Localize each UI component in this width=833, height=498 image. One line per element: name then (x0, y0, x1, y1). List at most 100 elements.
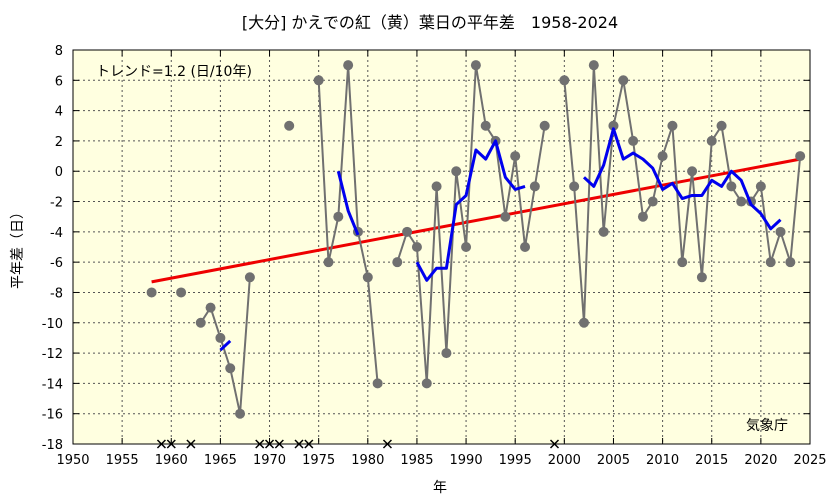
annual-point (392, 257, 403, 268)
moving-average-line (336, 170, 360, 236)
x-axis: 1950 1955 1960 1965 1970 1975 1980 1985 1990 1995… (56, 50, 827, 468)
x-tick-label: 1965 (204, 453, 237, 468)
y-tick-label: -14 (42, 377, 63, 392)
x-tick-label: 2005 (597, 453, 630, 468)
annual-point (235, 408, 246, 419)
y-axis-label: 平年差（日） (10, 205, 26, 289)
annual-point (500, 211, 511, 222)
moving-average-series (219, 127, 782, 352)
annual-point (176, 287, 187, 298)
annual-point (529, 181, 540, 192)
annual-point (785, 257, 796, 268)
annual-point (244, 272, 255, 283)
y-tick-label: 2 (55, 135, 63, 150)
y-tick-label: -18 (42, 438, 63, 453)
annual-point (637, 211, 648, 222)
annual-point (726, 181, 737, 192)
annual-point (569, 181, 580, 192)
annual-point (608, 120, 619, 131)
y-tick-label: -4 (50, 226, 63, 241)
annual-point (146, 287, 157, 298)
annual-point (333, 211, 344, 222)
annual-point (431, 181, 442, 192)
annual-point (578, 317, 589, 328)
y-tick-label: -16 (42, 408, 63, 423)
annual-point (677, 257, 688, 268)
annual-point (441, 348, 452, 359)
annual-point (696, 272, 707, 283)
y-tick-label: 8 (55, 44, 63, 59)
annual-point (323, 257, 334, 268)
moving-average-line (415, 139, 526, 282)
annual-point (313, 75, 324, 86)
annual-point (461, 242, 472, 252)
annual-point (775, 226, 786, 237)
y-tick-label: -8 (50, 286, 63, 301)
x-tick-label: 1950 (56, 453, 89, 468)
annual-point (362, 272, 373, 283)
credit-label: 気象庁 (746, 418, 788, 434)
plot-area (73, 50, 810, 444)
x-tick-label: 1975 (302, 453, 335, 468)
annual-point (539, 120, 550, 131)
annual-point (657, 151, 668, 162)
annual-point (647, 196, 658, 207)
grid (73, 50, 810, 444)
annual-point (451, 166, 462, 177)
y-tick-label: -2 (50, 196, 63, 211)
annual-point (588, 60, 599, 71)
x-tick-label: 1980 (351, 453, 384, 468)
x-tick-label: 1970 (253, 453, 286, 468)
annual-point (667, 120, 678, 131)
y-tick-label: -12 (42, 347, 63, 362)
annual-point (480, 120, 491, 131)
y-tick-label: 0 (55, 165, 63, 180)
annual-point (343, 60, 354, 71)
annual-point (411, 242, 422, 252)
annual-point (618, 75, 629, 86)
x-tick-label: 2010 (646, 453, 679, 468)
y-tick-label: -10 (42, 317, 63, 332)
annual-point (284, 120, 295, 131)
x-tick-label: 1960 (155, 453, 188, 468)
x-tick-label: 2020 (744, 453, 777, 468)
annual-point (765, 257, 776, 268)
annual-point (402, 226, 413, 237)
annual-point (687, 166, 698, 177)
x-tick-label: 2000 (548, 453, 581, 468)
annual-point (421, 378, 432, 389)
annual-point (795, 151, 806, 162)
x-axis-label: 年 (433, 480, 447, 496)
annual-point (215, 332, 226, 343)
annual-point (559, 75, 570, 86)
y-axis: -18 -16 -14 -12 -10 -8 -6 -4 -2 0 2 4 6 8 (42, 44, 810, 453)
annual-point (736, 196, 747, 207)
y-tick-label: 4 (55, 105, 63, 120)
moving-average-line (219, 339, 232, 352)
annual-point (520, 242, 531, 252)
x-tick-label: 1990 (450, 453, 483, 468)
annual-point (225, 363, 236, 374)
annual-point (706, 135, 717, 146)
x-tick-label: 2025 (793, 453, 826, 468)
annual-point (510, 151, 521, 162)
annual-point (598, 226, 609, 237)
x-tick-label: 1995 (499, 453, 532, 468)
annual-point (372, 378, 383, 389)
x-tick-label: 2015 (695, 453, 728, 468)
annual-series-line (396, 64, 546, 384)
annual-point (628, 135, 639, 146)
annual-point (716, 120, 727, 131)
annual-point (205, 302, 216, 313)
y-tick-label: -6 (50, 256, 63, 271)
annual-point (470, 60, 481, 71)
annual-point (195, 317, 206, 328)
annual-series (146, 60, 806, 419)
x-tick-label: 1955 (106, 453, 139, 468)
x-tick-label: 1985 (400, 453, 433, 468)
chart-title: [大分] かえでの紅（黄）葉日の平年差 1958-2024 (242, 13, 618, 32)
moving-average-line (582, 127, 782, 231)
y-tick-label: 6 (55, 74, 63, 89)
trend-label: トレンド=1.2 (日/10年) (96, 64, 252, 80)
